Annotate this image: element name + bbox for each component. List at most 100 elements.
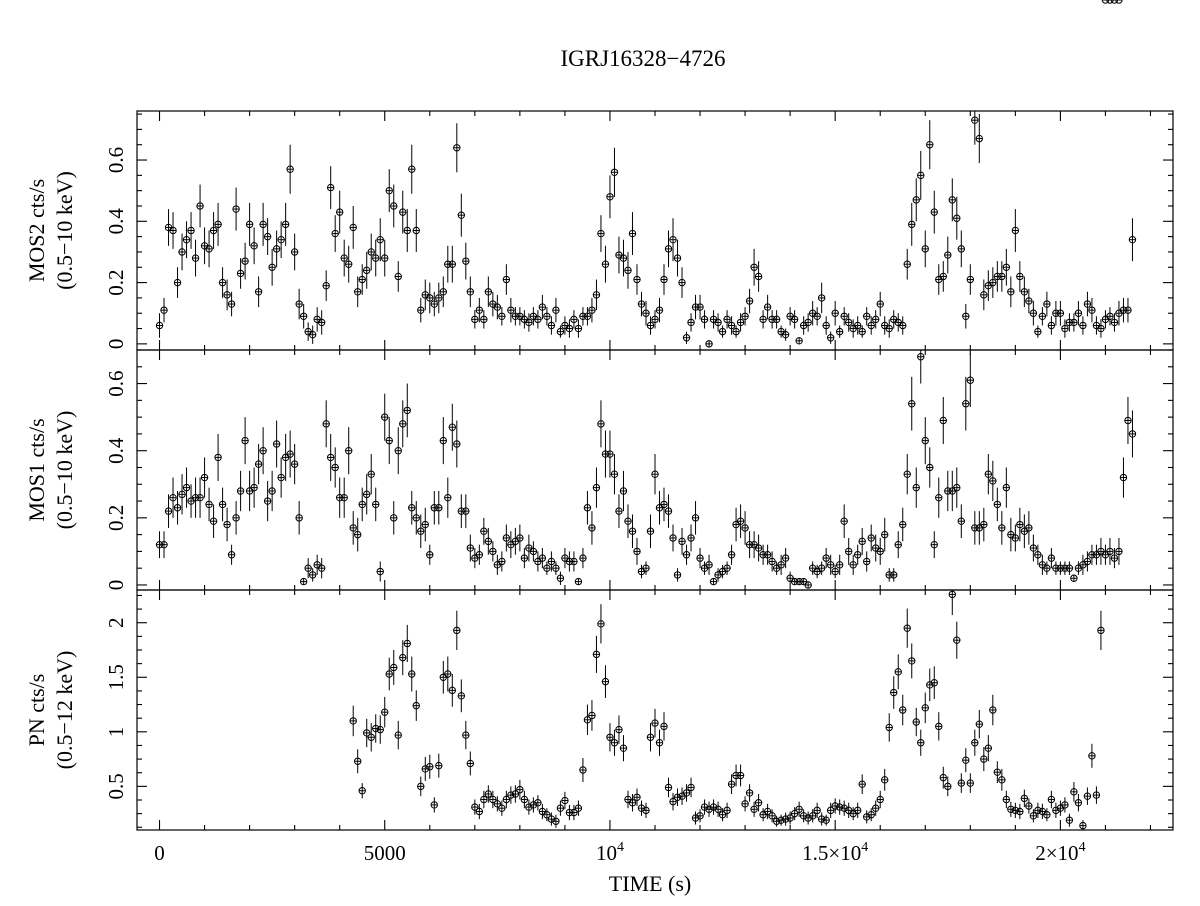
data-point xyxy=(259,202,267,246)
x-tick-label: 2×104 xyxy=(1035,840,1085,865)
data-point xyxy=(1061,319,1069,338)
data-point xyxy=(552,814,560,828)
data-point xyxy=(962,376,970,431)
data-point xyxy=(349,205,357,249)
data-point xyxy=(381,393,389,441)
data-point xyxy=(313,307,321,332)
data-point xyxy=(840,307,848,326)
data-point xyxy=(259,427,267,475)
data-point xyxy=(642,300,650,326)
data-point xyxy=(299,304,308,329)
data-point xyxy=(200,227,209,265)
data-point xyxy=(1016,261,1024,292)
data-point xyxy=(1115,0,1123,4)
data-point xyxy=(313,554,321,575)
data-point xyxy=(795,337,803,345)
data-point xyxy=(412,690,420,721)
data-point xyxy=(322,270,330,301)
data-point xyxy=(921,417,929,465)
data-point xyxy=(408,490,416,525)
data-point xyxy=(876,537,884,565)
data-point xyxy=(227,544,236,565)
data-point xyxy=(381,696,389,728)
data-point xyxy=(326,433,335,481)
data-point xyxy=(939,396,947,444)
data-point xyxy=(317,310,326,335)
data-point xyxy=(971,111,979,145)
data-point xyxy=(1025,798,1033,814)
data-point xyxy=(462,242,470,280)
data-point xyxy=(182,467,191,508)
data-point xyxy=(1070,782,1078,802)
data-point xyxy=(223,279,231,311)
data-point xyxy=(588,511,596,545)
data-point xyxy=(196,184,204,228)
data-point xyxy=(511,785,520,803)
data-point xyxy=(1074,794,1083,812)
data-point xyxy=(372,714,380,743)
data-point xyxy=(894,531,902,559)
data-point xyxy=(696,294,704,320)
data-point xyxy=(552,297,560,323)
data-point xyxy=(363,474,371,515)
data-point xyxy=(372,487,380,522)
data-point xyxy=(826,331,835,344)
data-point xyxy=(651,310,659,329)
data-point xyxy=(975,511,984,545)
data-point xyxy=(673,239,682,277)
data-point xyxy=(1083,291,1092,317)
data-point xyxy=(448,674,457,707)
data-point xyxy=(1061,797,1069,813)
data-point xyxy=(1025,511,1033,545)
data-point xyxy=(218,487,227,522)
data-point xyxy=(345,427,353,475)
data-point xyxy=(250,227,258,265)
data-point xyxy=(908,202,916,246)
y-tick-label: 0 xyxy=(104,339,128,350)
data-point xyxy=(890,676,898,709)
data-point xyxy=(1110,548,1119,569)
data-point xyxy=(583,704,592,736)
data-point xyxy=(1083,551,1092,572)
data-point xyxy=(989,267,997,298)
data-point xyxy=(953,196,961,240)
data-point xyxy=(714,801,722,817)
data-point xyxy=(917,350,925,384)
data-point xyxy=(831,300,839,326)
data-point xyxy=(822,814,830,826)
data-point xyxy=(520,790,529,809)
data-point xyxy=(962,748,970,773)
data-point xyxy=(817,812,826,826)
data-point xyxy=(1097,610,1105,650)
data-point xyxy=(444,477,452,518)
data-point xyxy=(349,511,357,545)
data-point xyxy=(354,749,362,774)
data-point xyxy=(1092,786,1101,804)
data-point xyxy=(1079,554,1087,575)
data-point xyxy=(709,577,718,586)
data-point xyxy=(426,282,434,314)
data-point xyxy=(475,803,484,820)
data-point xyxy=(498,551,506,572)
y-axis-label: (0.5−10 keV) xyxy=(52,411,77,530)
data-point xyxy=(606,430,614,478)
data-point xyxy=(1088,743,1096,768)
data-point xyxy=(308,325,317,344)
data-point xyxy=(1011,209,1020,252)
data-point xyxy=(669,218,677,262)
data-point xyxy=(565,319,574,338)
data-point xyxy=(817,282,826,314)
x-tick-label: 104 xyxy=(596,840,624,865)
data-point xyxy=(439,417,447,465)
data-point xyxy=(529,541,538,562)
data-point xyxy=(345,245,353,283)
data-point xyxy=(763,544,772,565)
data-point xyxy=(574,577,583,586)
data-point xyxy=(655,297,664,323)
data-point xyxy=(354,276,362,308)
data-point xyxy=(935,712,943,741)
data-point xyxy=(615,236,623,274)
data-point xyxy=(245,202,254,246)
data-point xyxy=(588,700,596,731)
